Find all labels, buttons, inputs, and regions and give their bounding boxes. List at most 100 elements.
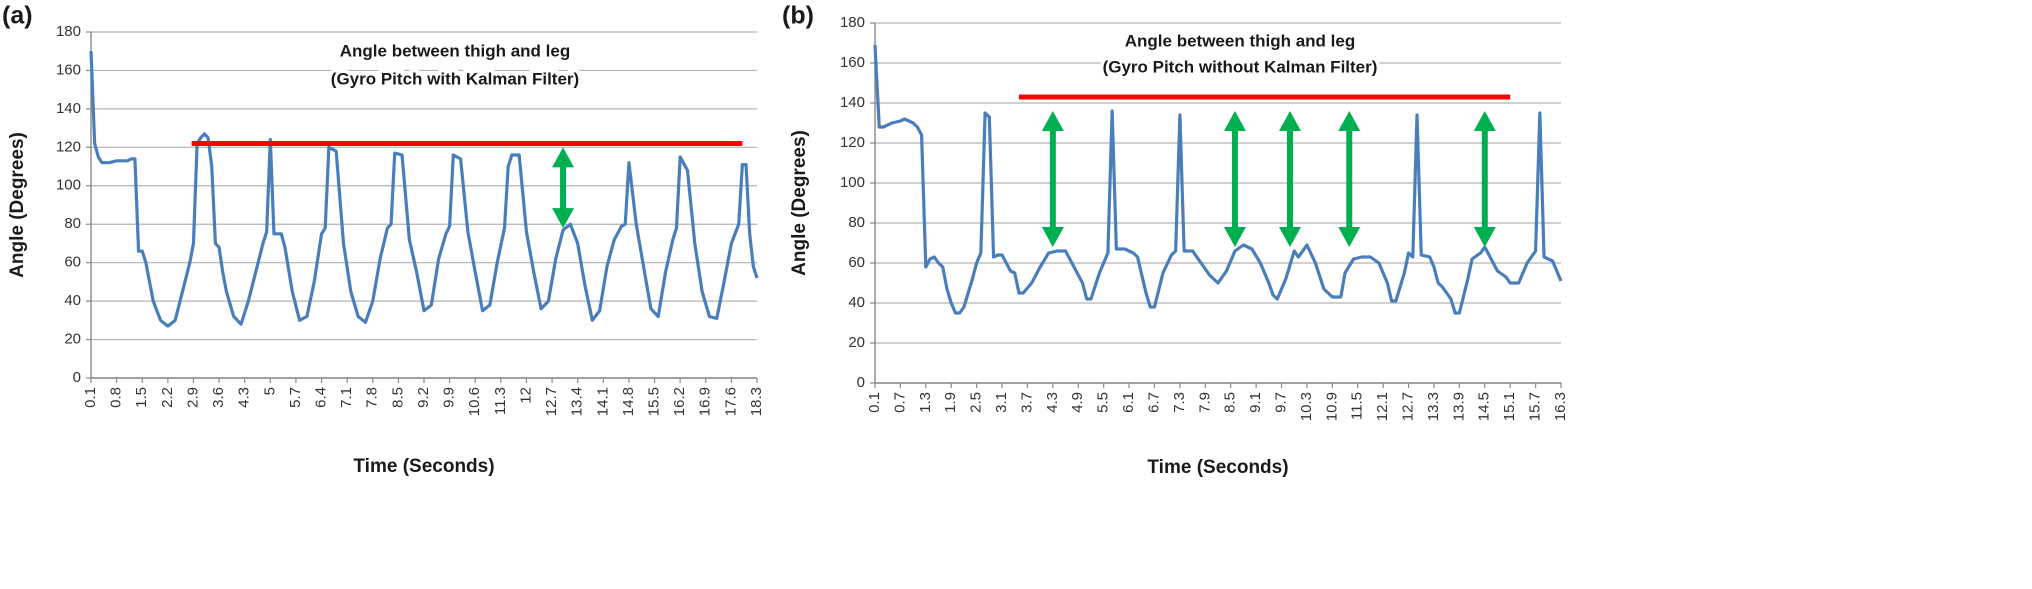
y-tick-label: 40 xyxy=(848,294,865,311)
x-tick-label: 10.6 xyxy=(466,387,483,416)
x-tick-label: 7.9 xyxy=(1196,392,1213,413)
y-tick-label: 80 xyxy=(64,215,81,232)
x-tick-label: 3.7 xyxy=(1018,392,1035,413)
y-tick-label: 60 xyxy=(64,254,81,271)
arrow-head xyxy=(552,147,575,168)
x-tick-label: 3.6 xyxy=(210,387,227,408)
y-axis-title: Angle (Degrees) xyxy=(789,130,810,276)
arrow-head xyxy=(1278,111,1301,131)
x-tick-label: 15.1 xyxy=(1501,392,1518,421)
x-tick-label: 13.9 xyxy=(1450,392,1467,421)
x-tick-label: 15.7 xyxy=(1527,392,1544,421)
x-axis-title: Time (Seconds) xyxy=(1147,457,1288,478)
y-tick-label: 120 xyxy=(840,134,865,151)
y-tick-label: 20 xyxy=(64,331,81,348)
x-tick-label: 2.5 xyxy=(968,392,985,413)
x-tick-label: 1.5 xyxy=(133,387,150,408)
y-tick-label: 160 xyxy=(840,54,865,71)
x-tick-label: 9.7 xyxy=(1272,392,1289,413)
x-tick-label: 14.1 xyxy=(594,387,611,416)
x-tick-label: 4.9 xyxy=(1069,392,1086,413)
x-tick-label: 10.9 xyxy=(1323,392,1340,421)
x-tick-label: 0.7 xyxy=(891,392,908,413)
x-tick-label: 13.3 xyxy=(1425,392,1442,421)
x-tick-label: 3.1 xyxy=(993,392,1010,413)
panel-label: (b) xyxy=(782,2,814,30)
x-tick-label: 16.3 xyxy=(1552,392,1569,421)
x-tick-label: 12.7 xyxy=(543,387,560,416)
x-tick-label: 6.7 xyxy=(1145,392,1162,413)
y-tick-label: 80 xyxy=(848,214,865,231)
y-tick-label: 40 xyxy=(64,292,81,309)
y-tick-label: 100 xyxy=(56,177,81,194)
arrow-head xyxy=(1223,111,1246,131)
y-tick-label: 140 xyxy=(56,100,81,117)
x-tick-label: 14.8 xyxy=(620,387,637,416)
x-tick-label: 17.6 xyxy=(722,387,739,416)
y-tick-label: 60 xyxy=(848,254,865,271)
x-tick-label: 2.2 xyxy=(159,387,176,408)
x-tick-label: 5.7 xyxy=(287,387,304,408)
x-tick-label: 9.9 xyxy=(441,387,458,408)
x-tick-label: 8.5 xyxy=(389,387,406,408)
y-axis-title: Angle (Degrees) xyxy=(7,132,28,278)
x-tick-label: 7.3 xyxy=(1171,392,1188,413)
x-tick-label: 5.5 xyxy=(1095,392,1112,413)
x-tick-label: 13.4 xyxy=(569,387,586,416)
x-tick-label: 4.3 xyxy=(1044,392,1061,413)
x-tick-label: 6.1 xyxy=(1120,392,1137,413)
y-tick-label: 0 xyxy=(857,374,865,391)
y-tick-label: 20 xyxy=(848,334,865,351)
x-tick-label: 2.9 xyxy=(184,387,201,408)
x-tick-label: 9.2 xyxy=(415,387,432,408)
arrow-head xyxy=(1041,111,1064,131)
arrow-head xyxy=(1223,227,1246,247)
y-tick-label: 120 xyxy=(56,138,81,155)
x-tick-label: 7.8 xyxy=(364,387,381,408)
x-tick-label: 1.3 xyxy=(917,392,934,413)
x-tick-label: 12.1 xyxy=(1374,392,1391,421)
arrow-head xyxy=(1338,227,1361,247)
x-tick-label: 8.5 xyxy=(1222,392,1239,413)
y-tick-label: 160 xyxy=(56,61,81,78)
x-tick-label: 16.2 xyxy=(671,387,688,416)
data-line xyxy=(873,44,1563,315)
arrow-head xyxy=(1278,227,1301,247)
arrow-head xyxy=(1338,111,1361,131)
y-tick-label: 0 xyxy=(73,369,81,386)
annotation: (Gyro Pitch without Kalman Filter) xyxy=(1103,57,1378,76)
y-tick-label: 180 xyxy=(840,14,865,31)
x-tick-label: 0.1 xyxy=(82,387,99,408)
x-tick-label: 0.8 xyxy=(108,387,125,408)
arrow-head xyxy=(1041,227,1064,247)
data-line xyxy=(89,51,759,328)
x-tick-label: 12.7 xyxy=(1400,392,1417,421)
x-tick-label: 18.3 xyxy=(748,387,765,416)
arrow-head xyxy=(1473,111,1496,131)
x-tick-label: 6.4 xyxy=(313,387,330,408)
panel-label: (a) xyxy=(2,2,33,30)
annotation: Angle between thigh and leg xyxy=(340,41,570,60)
x-tick-label: 14.5 xyxy=(1476,392,1493,421)
x-tick-label: 7.1 xyxy=(338,387,355,408)
x-tick-label: 4.3 xyxy=(236,387,253,408)
arrow-head xyxy=(552,208,575,229)
annotation: Angle between thigh and leg xyxy=(1125,31,1355,50)
y-tick-label: 140 xyxy=(840,94,865,111)
x-tick-label: 11.3 xyxy=(492,387,509,415)
x-tick-label: 0.1 xyxy=(866,392,883,413)
x-tick-label: 1.9 xyxy=(942,392,959,413)
annotation: (Gyro Pitch with Kalman Filter) xyxy=(331,69,579,88)
x-tick-label: 11.5 xyxy=(1349,392,1366,420)
x-axis-title: Time (Seconds) xyxy=(353,456,494,477)
x-tick-label: 5 xyxy=(261,387,278,395)
x-tick-label: 12 xyxy=(517,387,534,404)
x-tick-label: 9.1 xyxy=(1247,392,1264,413)
x-tick-label: 10.3 xyxy=(1298,392,1315,421)
x-tick-label: 15.5 xyxy=(646,387,663,416)
y-tick-label: 100 xyxy=(840,174,865,191)
y-tick-label: 180 xyxy=(56,23,81,40)
arrow-head xyxy=(1473,227,1496,247)
